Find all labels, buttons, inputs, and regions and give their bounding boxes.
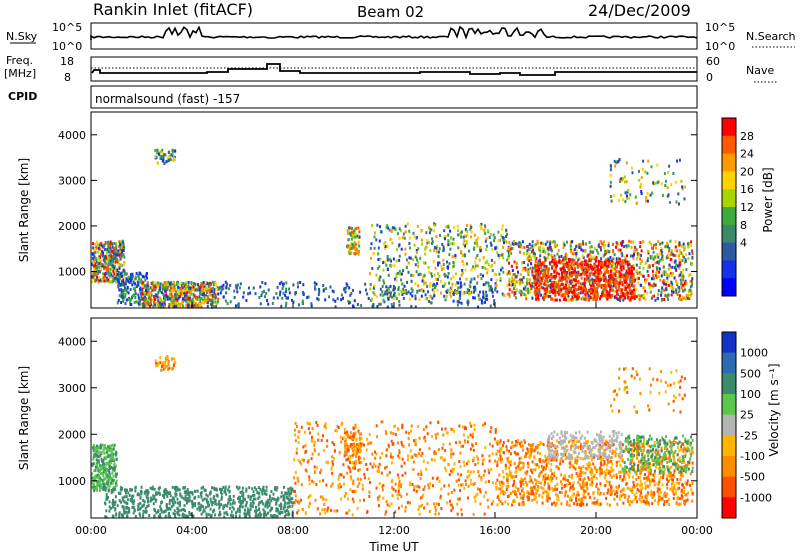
station-title: Rankin Inlet (fitACF)	[93, 0, 253, 19]
colorbar-swatch	[722, 477, 736, 498]
colorbar-swatch	[722, 373, 736, 394]
colorbar-swatch	[722, 278, 736, 296]
colorbar-swatch	[722, 118, 736, 136]
colorbar-swatch	[722, 394, 736, 415]
y-tick-label: 1000	[58, 266, 86, 279]
x-tick-label: 00:00	[681, 524, 713, 537]
nsky-label: N.Sky	[6, 30, 38, 43]
colorbar-tick-label: 12	[740, 201, 754, 214]
velocity-colorbar: 1000 500 100 25 -25 -100 -500 -1000	[722, 332, 772, 519]
power-colorbar: 28 24 20 16 12 8 4	[722, 118, 754, 297]
velocity-scatter	[91, 355, 694, 518]
colorbar-tick-label: 25	[740, 409, 754, 422]
colorbar-tick-label: -100	[740, 450, 765, 463]
x-tick-label: 08:00	[277, 524, 309, 537]
colorbar-tick-label: 500	[740, 367, 761, 380]
colorbar-tick-label: 4	[740, 237, 747, 250]
colorbar-tick-label: 24	[740, 148, 754, 161]
colorbar-tick-label: 1000	[740, 347, 768, 360]
cpid-text: normalsound (fast) -157	[95, 92, 240, 106]
velocity-panel: 1000 2000 3000 4000	[58, 318, 697, 519]
y-tick-label: 1000	[58, 475, 86, 488]
colorbar-tick-label: 20	[740, 165, 754, 178]
freq-trace	[92, 64, 697, 75]
nave-tick-bottom: 0	[706, 71, 713, 84]
beam-label: Beam 02	[357, 3, 424, 21]
velocity-ylabel: Slant Range [km]	[17, 366, 31, 470]
freq-label: Freq.	[6, 54, 33, 67]
colorbar-swatch	[722, 353, 736, 374]
colorbar-swatch	[722, 207, 736, 225]
freq-panel	[91, 57, 697, 81]
nave-label: Nave	[746, 64, 774, 77]
freq-tick-top: 18	[60, 55, 74, 68]
colorbar-tick-label: -25	[740, 429, 758, 442]
nsearch-tick-top: 10^5	[705, 21, 735, 34]
colorbar-tick-label: 28	[740, 130, 754, 143]
power-panel: 1000 2000 3000 4000	[58, 112, 697, 309]
colorbar-swatch	[722, 189, 736, 207]
power-scatter	[91, 149, 694, 309]
y-tick-label: 3000	[58, 382, 86, 395]
time-axis-label: Time UT	[368, 540, 419, 554]
y-tick-label: 2000	[58, 428, 86, 441]
colorbar-swatch	[722, 415, 736, 436]
nsky-tick-top: 10^5	[52, 21, 82, 34]
freq-unit: [MHz]	[4, 67, 36, 80]
freq-tick-bottom: 8	[64, 71, 71, 84]
cpid-label: CPID	[8, 90, 37, 103]
nsky-trace	[91, 27, 697, 40]
date-label: 24/Dec/2009	[588, 1, 691, 20]
nsearch-label: N.Search	[746, 30, 796, 43]
y-tick-label: 3000	[58, 174, 86, 187]
colorbar-swatch	[722, 435, 736, 456]
x-tick-label: 00:00	[75, 524, 107, 537]
y-tick-label: 4000	[58, 335, 86, 348]
nave-tick-top: 60	[706, 55, 720, 68]
colorbar-swatch	[722, 260, 736, 278]
colorbar-swatch	[722, 497, 736, 518]
colorbar-tick-label: 100	[740, 388, 761, 401]
colorbar-tick-label: 8	[740, 219, 747, 232]
colorbar-swatch	[722, 243, 736, 261]
colorbar-swatch	[722, 171, 736, 189]
colorbar-swatch	[722, 154, 736, 172]
nsearch-tick-bottom: 10^0	[705, 40, 735, 53]
x-tick-label: 12:00	[378, 524, 410, 537]
colorbar-tick-label: -500	[740, 471, 765, 484]
nsky-panel	[91, 23, 697, 49]
colorbar-swatch	[722, 136, 736, 154]
power-colorbar-label: Power [dB]	[761, 167, 775, 232]
y-tick-label: 2000	[58, 220, 86, 233]
colorbar-swatch	[722, 332, 736, 353]
colorbar-swatch	[722, 225, 736, 243]
x-tick-label: 16:00	[479, 524, 511, 537]
x-tick-label: 04:00	[176, 524, 208, 537]
x-tick-label: 20:00	[580, 524, 612, 537]
colorbar-tick-label: 16	[740, 183, 754, 196]
power-ylabel: Slant Range [km]	[17, 158, 31, 262]
velocity-colorbar-label: Velocity [m s⁻¹]	[767, 363, 781, 456]
nsky-tick-bottom: 10^0	[52, 40, 82, 53]
colorbar-swatch	[722, 456, 736, 477]
y-tick-label: 4000	[58, 129, 86, 142]
colorbar-tick-label: -1000	[740, 491, 772, 504]
